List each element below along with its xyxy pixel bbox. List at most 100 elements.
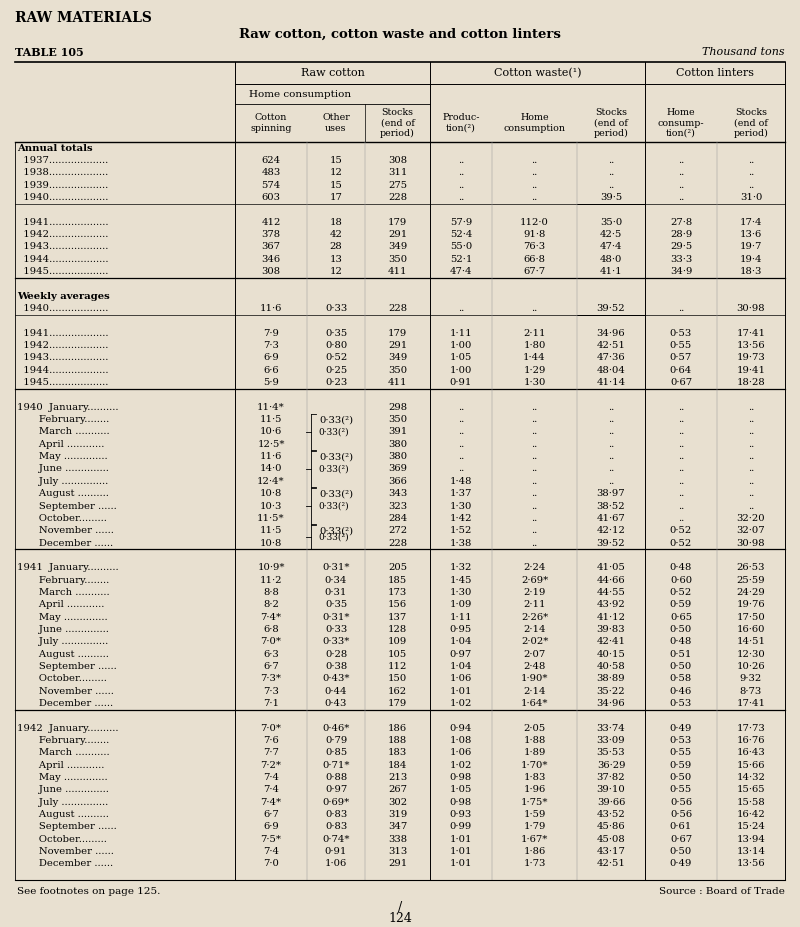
Text: 1·11: 1·11 (450, 329, 472, 337)
Text: 38·97: 38·97 (597, 489, 626, 498)
Text: ..: .. (748, 476, 754, 486)
Text: ..: .. (531, 169, 538, 177)
Text: 91·8: 91·8 (523, 230, 546, 239)
Text: 6·8: 6·8 (263, 625, 279, 634)
Text: ..: .. (531, 452, 538, 461)
Text: May ..............: May .............. (17, 613, 108, 621)
Text: 0·50: 0·50 (670, 625, 692, 634)
Text: 1942...................: 1942................... (17, 341, 108, 350)
Text: 1937...................: 1937................... (17, 156, 108, 165)
Text: 0·88: 0·88 (325, 773, 347, 782)
Text: 0·33(²): 0·33(²) (318, 427, 349, 437)
Text: 0·64: 0·64 (670, 366, 692, 375)
Text: 6·7: 6·7 (263, 662, 279, 671)
Text: 1·06: 1·06 (450, 674, 472, 683)
Text: 1·11: 1·11 (450, 613, 472, 621)
Text: 0·52: 0·52 (670, 539, 692, 548)
Text: 347: 347 (388, 822, 407, 832)
Text: 0·71*: 0·71* (322, 761, 350, 769)
Text: 0·60: 0·60 (670, 576, 692, 585)
Text: August ..........: August .......... (17, 489, 109, 498)
Text: 45·08: 45·08 (597, 834, 626, 844)
Text: 0·85: 0·85 (325, 748, 347, 757)
Text: 16·76: 16·76 (737, 736, 766, 745)
Text: ..: .. (608, 427, 614, 437)
Text: 0·80: 0·80 (325, 341, 347, 350)
Text: 42·12: 42·12 (597, 527, 626, 535)
Text: 1·79: 1·79 (523, 822, 546, 832)
Text: Stocks
(end of
period): Stocks (end of period) (594, 108, 629, 138)
Text: ..: .. (748, 452, 754, 461)
Text: 15: 15 (330, 156, 342, 165)
Text: 1·83: 1·83 (523, 773, 546, 782)
Text: ..: .. (608, 169, 614, 177)
Text: 45·86: 45·86 (597, 822, 626, 832)
Text: 35·53: 35·53 (597, 748, 626, 757)
Text: 0·28: 0·28 (325, 650, 347, 658)
Text: 228: 228 (388, 539, 407, 548)
Text: ..: .. (748, 439, 754, 449)
Text: 0·97: 0·97 (325, 785, 347, 794)
Text: 28: 28 (330, 242, 342, 251)
Text: October.........: October......... (17, 674, 107, 683)
Text: 0·79: 0·79 (325, 736, 347, 745)
Text: December ......: December ...... (17, 539, 113, 548)
Text: 12·30: 12·30 (737, 650, 766, 658)
Text: 186: 186 (388, 724, 407, 732)
Text: 0·35: 0·35 (325, 600, 347, 609)
Text: 380: 380 (388, 452, 407, 461)
Text: 0·52: 0·52 (670, 527, 692, 535)
Text: 30·98: 30·98 (737, 539, 766, 548)
Text: 42: 42 (330, 230, 342, 239)
Text: 0·98: 0·98 (450, 797, 472, 806)
Text: 1·01: 1·01 (450, 859, 472, 869)
Text: 0·69*: 0·69* (322, 797, 350, 806)
Text: 11·6: 11·6 (260, 304, 282, 313)
Text: 272: 272 (388, 527, 407, 535)
Text: 0·53: 0·53 (670, 736, 692, 745)
Text: 67·7: 67·7 (523, 267, 546, 276)
Text: ..: .. (608, 415, 614, 425)
Text: 1·01: 1·01 (450, 847, 472, 856)
Text: 173: 173 (388, 588, 407, 597)
Text: ..: .. (678, 464, 684, 474)
Text: 11·5*: 11·5* (257, 514, 285, 523)
Text: 16·60: 16·60 (737, 625, 766, 634)
Text: ..: .. (458, 181, 464, 190)
Text: 1943...................: 1943................... (17, 353, 108, 362)
Text: October.........: October......... (17, 834, 107, 844)
Text: 411: 411 (388, 378, 407, 387)
Text: ..: .. (678, 193, 684, 202)
Text: 1·90*: 1·90* (521, 674, 548, 683)
Text: ..: .. (531, 427, 538, 437)
Text: 311: 311 (388, 169, 407, 177)
Text: 1·38: 1·38 (450, 539, 472, 548)
Text: 12: 12 (330, 169, 342, 177)
Text: 109: 109 (388, 637, 407, 646)
Text: 14·51: 14·51 (737, 637, 766, 646)
Text: 0·51: 0·51 (670, 650, 692, 658)
Text: 0·83: 0·83 (325, 822, 347, 832)
Text: 1940  January..........: 1940 January.......... (17, 403, 118, 412)
Text: 0·33(²): 0·33(²) (319, 527, 353, 535)
Text: 0·94: 0·94 (450, 724, 472, 732)
Text: 66·8: 66·8 (523, 255, 546, 263)
Text: 38·52: 38·52 (597, 502, 626, 511)
Text: ..: .. (678, 156, 684, 165)
Text: 18·28: 18·28 (737, 378, 766, 387)
Text: 0·55: 0·55 (670, 785, 692, 794)
Text: 574: 574 (262, 181, 281, 190)
Text: 0·46: 0·46 (670, 687, 692, 695)
Text: 7·4: 7·4 (263, 785, 279, 794)
Text: ..: .. (608, 452, 614, 461)
Text: 343: 343 (388, 489, 407, 498)
Text: 15·66: 15·66 (737, 761, 766, 769)
Text: 14·32: 14·32 (737, 773, 766, 782)
Text: 1940...................: 1940................... (17, 193, 108, 202)
Text: December ......: December ...... (17, 859, 113, 869)
Text: 34·96: 34·96 (597, 329, 626, 337)
Text: 35·0: 35·0 (600, 218, 622, 227)
Text: 2·11: 2·11 (523, 329, 546, 337)
Text: ..: .. (608, 464, 614, 474)
Text: 1945...................: 1945................... (17, 378, 108, 387)
